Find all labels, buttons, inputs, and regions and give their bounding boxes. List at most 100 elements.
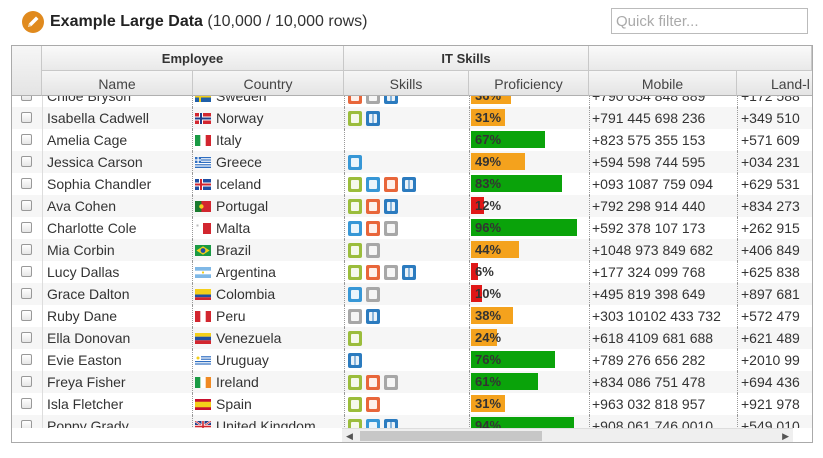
name-cell[interactable]: Evie Easton bbox=[42, 349, 193, 371]
country-cell[interactable]: Portugal bbox=[193, 195, 343, 217]
skills-cell[interactable] bbox=[344, 305, 468, 327]
country-cell[interactable]: Uruguay bbox=[193, 349, 343, 371]
skills-cell[interactable] bbox=[344, 415, 468, 428]
skills-cell[interactable] bbox=[344, 129, 468, 151]
land-line-cell[interactable]: +349 510 bbox=[737, 107, 812, 129]
mobile-cell[interactable]: +592 378 107 173 bbox=[589, 217, 737, 239]
row-checkbox[interactable] bbox=[21, 420, 32, 428]
scroll-left-icon[interactable]: ◀ bbox=[346, 431, 353, 441]
land-line-cell[interactable]: +262 915 bbox=[737, 217, 812, 239]
mobile-cell[interactable]: +792 298 914 440 bbox=[589, 195, 737, 217]
table-row[interactable]: Ella Donovan Venezuela 24% +618 4109 681 68… bbox=[12, 327, 812, 349]
quick-filter-input[interactable] bbox=[611, 8, 808, 34]
mobile-cell[interactable]: +303 10102 433 732 bbox=[589, 305, 737, 327]
skills-cell[interactable] bbox=[344, 327, 468, 349]
row-checkbox[interactable] bbox=[21, 288, 32, 299]
column-header-proficiency[interactable]: Proficiency bbox=[469, 71, 589, 96]
mobile-cell[interactable]: +618 4109 681 688 bbox=[589, 327, 737, 349]
proficiency-cell[interactable]: 31% bbox=[469, 107, 588, 129]
country-cell[interactable]: United Kingdom bbox=[193, 415, 343, 428]
row-checkbox[interactable] bbox=[21, 244, 32, 255]
table-row[interactable]: Poppy Grady United Kingdom 94% +908 061 746… bbox=[12, 415, 812, 428]
name-cell[interactable]: Jessica Carson bbox=[42, 151, 193, 173]
proficiency-cell[interactable]: 10% bbox=[469, 283, 588, 305]
column-header-mobile[interactable]: Mobile bbox=[589, 71, 737, 96]
mobile-cell[interactable]: +789 276 656 282 bbox=[589, 349, 737, 371]
name-cell[interactable]: Isabella Cadwell bbox=[42, 107, 193, 129]
proficiency-cell[interactable]: 94% bbox=[469, 415, 588, 428]
table-row[interactable]: Jessica Carson Greece 49% +594 598 744 595 +… bbox=[12, 151, 812, 173]
skills-cell[interactable] bbox=[344, 195, 468, 217]
land-line-cell[interactable]: +571 609 bbox=[737, 129, 812, 151]
table-row[interactable]: Charlotte Cole Malta 96% +592 378 107 173 +2… bbox=[12, 217, 812, 239]
table-row[interactable]: Freya Fisher Ireland 61% +834 086 751 478 +6… bbox=[12, 371, 812, 393]
proficiency-cell[interactable]: 12% bbox=[469, 195, 588, 217]
skills-cell[interactable] bbox=[344, 107, 468, 129]
table-row[interactable]: Sophia Chandler Iceland 83% +093 1087 759 0… bbox=[12, 173, 812, 195]
column-header-land-line[interactable]: Land-l bbox=[737, 71, 812, 96]
table-row[interactable]: Ruby Dane Peru 38% +303 10102 433 732 +572 4… bbox=[12, 305, 812, 327]
name-cell[interactable]: Chloe Bryson bbox=[42, 96, 193, 107]
name-cell[interactable]: Ruby Dane bbox=[42, 305, 193, 327]
name-cell[interactable]: Lucy Dallas bbox=[42, 261, 193, 283]
proficiency-cell[interactable]: 6% bbox=[469, 261, 588, 283]
skills-cell[interactable] bbox=[344, 283, 468, 305]
skills-cell[interactable] bbox=[344, 217, 468, 239]
table-row[interactable]: Ava Cohen Portugal 12% +792 298 914 440 +834… bbox=[12, 195, 812, 217]
land-line-cell[interactable]: +621 489 bbox=[737, 327, 812, 349]
name-cell[interactable]: Amelia Cage bbox=[42, 129, 193, 151]
row-checkbox[interactable] bbox=[21, 376, 32, 387]
row-checkbox[interactable] bbox=[21, 266, 32, 277]
land-line-cell[interactable]: +921 978 bbox=[737, 393, 812, 415]
row-checkbox[interactable] bbox=[21, 332, 32, 343]
proficiency-cell[interactable]: 96% bbox=[469, 217, 588, 239]
proficiency-cell[interactable]: 49% bbox=[469, 151, 588, 173]
country-cell[interactable]: Italy bbox=[193, 129, 343, 151]
land-line-cell[interactable]: +629 531 bbox=[737, 173, 812, 195]
country-cell[interactable]: Sweden bbox=[193, 96, 343, 107]
country-cell[interactable]: Greece bbox=[193, 151, 343, 173]
row-checkbox[interactable] bbox=[21, 398, 32, 409]
row-checkbox[interactable] bbox=[21, 134, 32, 145]
proficiency-cell[interactable]: 36% bbox=[469, 96, 588, 107]
country-cell[interactable]: Colombia bbox=[193, 283, 343, 305]
land-line-cell[interactable]: +549 010 bbox=[737, 415, 812, 428]
mobile-cell[interactable]: +963 032 818 957 bbox=[589, 393, 737, 415]
skills-cell[interactable] bbox=[344, 371, 468, 393]
table-row[interactable]: Lucy Dallas Argentina 6% +177 324 099 768 +6… bbox=[12, 261, 812, 283]
land-line-cell[interactable]: +2010 99 bbox=[737, 349, 812, 371]
row-checkbox[interactable] bbox=[21, 222, 32, 233]
mobile-cell[interactable]: +823 575 355 153 bbox=[589, 129, 737, 151]
country-cell[interactable]: Brazil bbox=[193, 239, 343, 261]
proficiency-cell[interactable]: 76% bbox=[469, 349, 588, 371]
country-cell[interactable]: Ireland bbox=[193, 371, 343, 393]
skills-cell[interactable] bbox=[344, 151, 468, 173]
country-cell[interactable]: Venezuela bbox=[193, 327, 343, 349]
name-cell[interactable]: Freya Fisher bbox=[42, 371, 193, 393]
name-cell[interactable]: Mia Corbin bbox=[42, 239, 193, 261]
table-row[interactable]: Mia Corbin Brazil 44% +1048 973 849 682 +406… bbox=[12, 239, 812, 261]
name-cell[interactable]: Poppy Grady bbox=[42, 415, 193, 428]
row-checkbox[interactable] bbox=[21, 310, 32, 321]
proficiency-cell[interactable]: 24% bbox=[469, 327, 588, 349]
skills-cell[interactable] bbox=[344, 393, 468, 415]
proficiency-cell[interactable]: 61% bbox=[469, 371, 588, 393]
table-row[interactable]: Isla Fletcher Spain 31% +963 032 818 957 +92… bbox=[12, 393, 812, 415]
table-row[interactable]: Chloe Bryson Sweden 36% +790 654 848 889+17… bbox=[12, 96, 812, 107]
column-header-country[interactable]: Country bbox=[193, 71, 344, 96]
proficiency-cell[interactable]: 83% bbox=[469, 173, 588, 195]
scroll-right-icon[interactable]: ▶ bbox=[782, 431, 789, 441]
mobile-cell[interactable]: +495 819 398 649 bbox=[589, 283, 737, 305]
row-checkbox[interactable] bbox=[21, 178, 32, 189]
skills-cell[interactable] bbox=[344, 239, 468, 261]
name-cell[interactable]: Grace Dalton bbox=[42, 283, 193, 305]
proficiency-cell[interactable]: 38% bbox=[469, 305, 588, 327]
proficiency-cell[interactable]: 31% bbox=[469, 393, 588, 415]
skills-cell[interactable] bbox=[344, 173, 468, 195]
country-cell[interactable]: Malta bbox=[193, 217, 343, 239]
land-line-cell[interactable]: +694 436 bbox=[737, 371, 812, 393]
table-row[interactable]: Amelia Cage Italy 67% +823 575 355 153 +571 … bbox=[12, 129, 812, 151]
mobile-cell[interactable]: +1048 973 849 682 bbox=[589, 239, 737, 261]
row-checkbox[interactable] bbox=[21, 156, 32, 167]
row-checkbox[interactable] bbox=[21, 200, 32, 211]
